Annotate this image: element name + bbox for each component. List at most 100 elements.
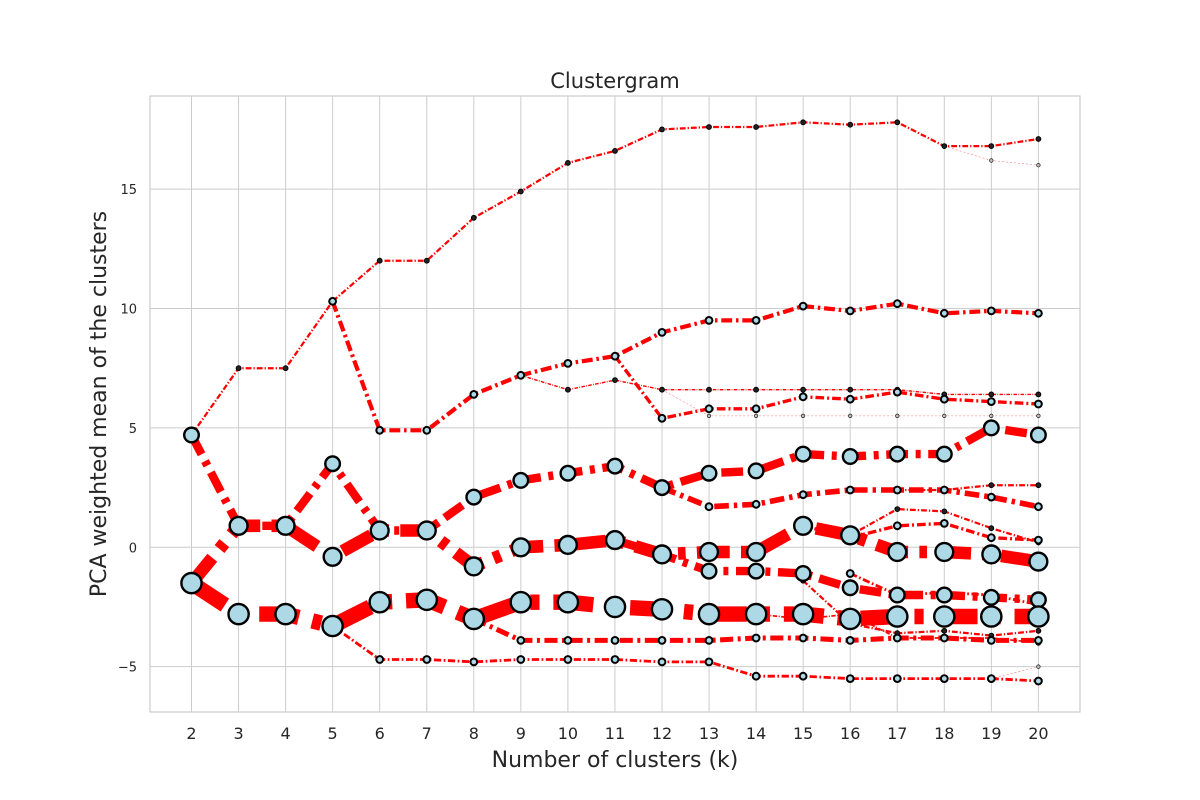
cluster-mean-marker	[845, 306, 855, 316]
cluster-mean-marker	[556, 590, 580, 614]
cluster-path	[660, 485, 1039, 510]
cluster-mean-marker	[650, 598, 674, 621]
x-tick-label: 3	[233, 724, 243, 743]
cluster-mean-marker	[563, 655, 573, 664]
cluster-mean-marker	[322, 546, 343, 567]
cluster-mean-marker	[274, 602, 297, 626]
cluster-mean-marker	[697, 602, 721, 626]
cluster-mean-marker	[939, 308, 949, 318]
cluster-mean-marker	[470, 214, 477, 221]
cluster-mean-marker	[892, 521, 902, 531]
x-tick-label: 9	[516, 724, 526, 743]
x-tick-label: 12	[652, 724, 672, 743]
cluster-mean-marker	[800, 413, 806, 419]
cluster-mean-marker	[1034, 308, 1043, 318]
cluster-mean-marker	[698, 541, 720, 563]
cluster-mean-marker	[1034, 502, 1043, 512]
y-tick-label: 15	[120, 183, 137, 198]
cluster-mean-marker	[510, 537, 531, 558]
cluster-mean-marker	[892, 633, 902, 643]
cluster-path	[802, 579, 1039, 637]
cluster-mean-marker	[610, 636, 620, 645]
cluster-mean-marker	[933, 605, 956, 628]
cluster-mean-marker	[423, 257, 430, 264]
cluster-mean-marker	[988, 482, 995, 489]
cluster-mean-marker	[516, 370, 526, 380]
cluster-mean-marker	[604, 529, 626, 551]
cluster-mean-marker	[939, 394, 949, 404]
x-tick-label: 10	[558, 724, 578, 743]
cluster-mean-marker	[798, 671, 808, 681]
cluster-mean-marker	[751, 671, 761, 681]
cluster-mean-marker	[282, 365, 289, 372]
cluster-mean-marker	[753, 124, 759, 130]
cluster-mean-marker	[422, 655, 432, 664]
cluster-mean-marker	[935, 445, 953, 463]
x-tick-label: 7	[422, 724, 432, 743]
cluster-mean-marker	[939, 674, 949, 683]
cluster-mean-marker	[563, 636, 573, 645]
series-markers	[180, 119, 1050, 686]
cluster-mean-marker	[369, 520, 390, 541]
cluster-mean-marker	[888, 445, 906, 463]
cluster-mean-marker	[980, 605, 1003, 628]
cluster-mean-marker	[986, 306, 996, 316]
cluster-mean-marker	[565, 386, 571, 393]
cluster-mean-marker	[612, 377, 618, 384]
cluster-mean-marker	[989, 413, 994, 419]
cluster-mean-marker	[747, 462, 765, 480]
x-tick-label: 15	[793, 724, 813, 743]
cluster-mean-marker	[1036, 664, 1041, 669]
cluster-mean-marker	[845, 394, 855, 404]
cluster-mean-marker	[845, 636, 855, 645]
cluster-mean-marker	[463, 556, 484, 577]
cluster-mean-marker	[704, 404, 714, 414]
x-tick-label: 16	[840, 724, 860, 743]
cluster-mean-marker	[751, 316, 761, 325]
cluster-mean-marker	[1028, 551, 1049, 572]
cluster-mean-marker	[840, 525, 861, 546]
cluster-mean-marker	[375, 655, 385, 664]
cluster-mean-marker	[469, 390, 479, 399]
cluster-mean-marker	[180, 571, 203, 595]
cluster-mean-marker	[800, 119, 806, 126]
cluster-mean-marker	[841, 448, 859, 466]
cluster-mean-marker	[563, 359, 573, 368]
cluster-mean-marker	[1035, 391, 1042, 398]
cluster-path	[991, 666, 1039, 679]
cluster-path	[661, 389, 1039, 417]
cluster-mean-marker	[894, 119, 901, 126]
cluster-mean-marker	[847, 121, 854, 128]
cluster-mean-marker	[988, 525, 995, 532]
cluster-path	[613, 536, 1039, 604]
cluster-mean-marker	[1034, 636, 1043, 645]
cluster-mean-marker	[845, 569, 855, 578]
x-tick-label: 2	[186, 724, 196, 743]
cluster-mean-marker	[328, 296, 338, 306]
y-tick-label: 10	[120, 302, 137, 317]
cluster-mean-marker	[415, 588, 439, 612]
cluster-mean-marker	[847, 386, 854, 393]
cluster-path	[331, 624, 1039, 683]
cluster-mean-marker	[848, 413, 853, 419]
cluster-mean-marker	[375, 425, 385, 435]
cluster-mean-marker	[986, 492, 996, 502]
cluster-mean-marker	[565, 160, 571, 166]
cluster-mean-marker	[894, 506, 901, 513]
cluster-mean-marker	[753, 386, 759, 393]
cluster-mean-marker	[1029, 591, 1047, 609]
cluster-mean-marker	[838, 607, 862, 631]
cluster-mean-marker	[651, 544, 673, 565]
cluster-mean-marker	[982, 419, 1000, 437]
cluster-mean-marker	[747, 562, 765, 580]
cluster-mean-marker	[886, 605, 909, 628]
cluster-mean-marker	[1027, 605, 1050, 628]
cluster-mean-marker	[512, 471, 530, 489]
cluster-mean-marker	[704, 657, 714, 667]
cluster-mean-marker	[845, 674, 855, 683]
cluster-mean-marker	[798, 301, 808, 311]
cluster-mean-marker	[509, 590, 533, 614]
cluster-mean-marker	[841, 579, 859, 597]
cluster-mean-marker	[935, 586, 953, 604]
x-tick-label: 17	[887, 724, 907, 743]
